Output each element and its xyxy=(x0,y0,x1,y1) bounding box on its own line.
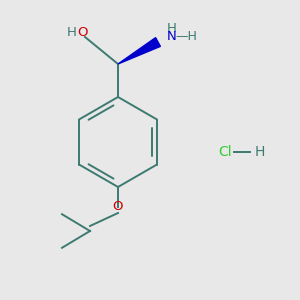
Text: Cl: Cl xyxy=(218,145,232,159)
Text: —H: —H xyxy=(175,31,197,44)
Polygon shape xyxy=(118,38,160,64)
Text: H: H xyxy=(67,26,77,40)
Text: O: O xyxy=(77,26,87,40)
Text: H: H xyxy=(167,22,177,35)
Text: O: O xyxy=(113,200,123,214)
Text: N: N xyxy=(167,31,177,44)
Text: H: H xyxy=(255,145,266,159)
